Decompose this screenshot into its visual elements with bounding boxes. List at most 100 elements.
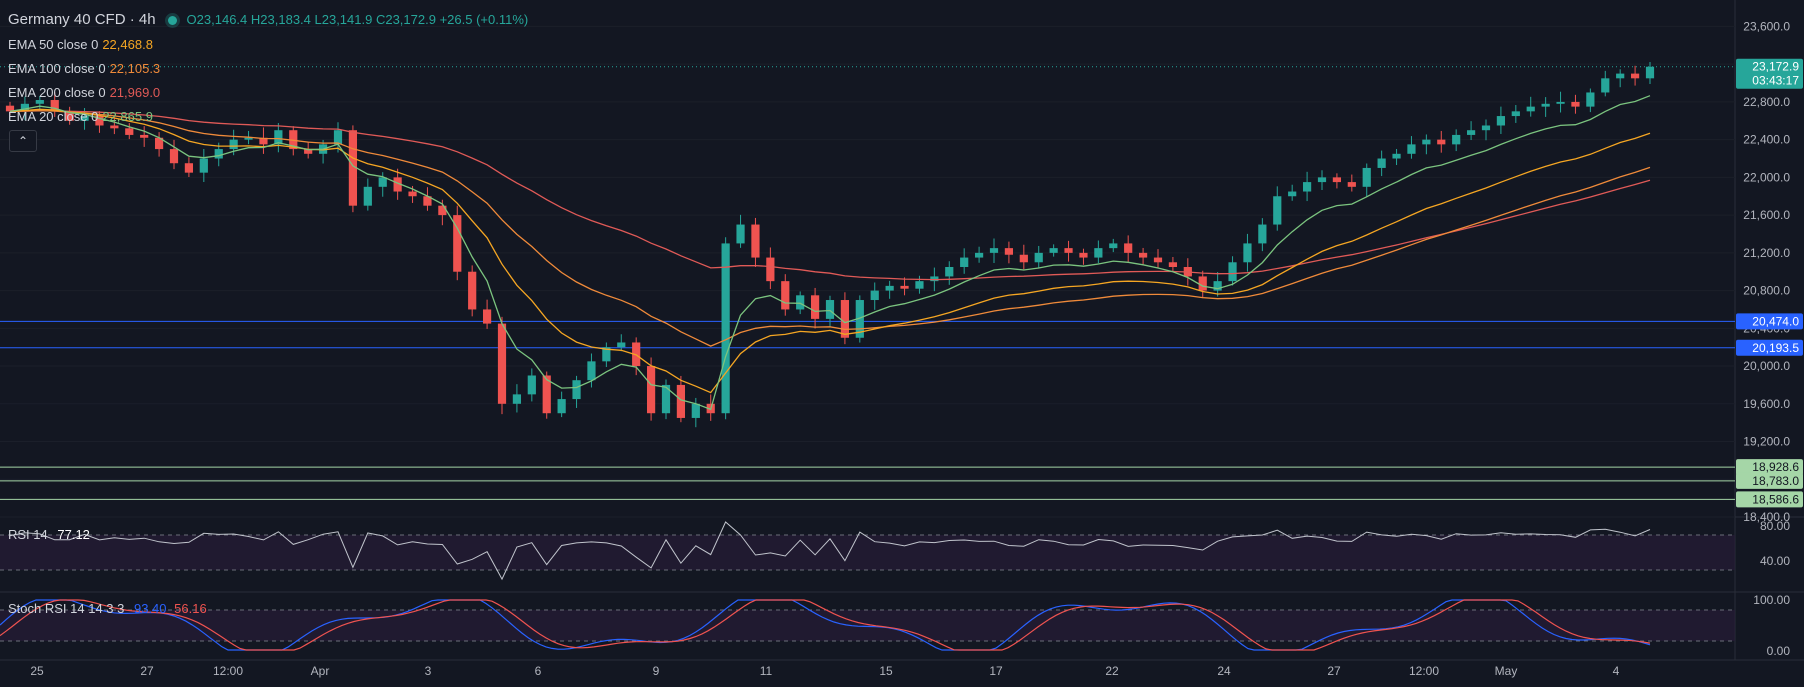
candle-body — [825, 300, 835, 319]
candle-body — [1094, 248, 1103, 258]
candle-body — [587, 361, 596, 381]
candle-body — [1317, 177, 1327, 183]
price-tick-label: 19,200.0 — [1743, 435, 1790, 449]
candle-body — [974, 252, 984, 258]
time-tick-label: 3 — [425, 664, 432, 678]
candle-body — [1511, 111, 1520, 117]
ohlc-values: O23,146.4 H23,183.4 L23,141.9 C23,172.9 … — [186, 12, 529, 27]
candle-body — [810, 295, 820, 319]
candle-body — [721, 243, 730, 414]
candle-body — [438, 205, 447, 216]
candle-body — [214, 149, 223, 159]
candle-body — [110, 125, 119, 129]
candle-body — [766, 257, 775, 282]
indicator-ema50[interactable]: EMA 50 close 0 22,468.8 — [8, 37, 153, 52]
candle-body — [661, 384, 671, 414]
candle-body — [1153, 257, 1163, 263]
candle-body — [1228, 262, 1237, 282]
price-tick-label: 22,800.0 — [1743, 95, 1790, 109]
indicator-ema200[interactable]: EMA 200 close 0 21,969.0 — [8, 85, 161, 100]
stoch-tick-label: 100.00 — [1753, 593, 1790, 607]
candle-body — [393, 177, 402, 192]
ema20-line — [9, 95, 1651, 411]
time-tick-label: 6 — [535, 664, 542, 678]
candle-body — [676, 384, 686, 418]
time-tick-label: 17 — [989, 664, 1003, 678]
price-tick-label: 21,600.0 — [1743, 208, 1790, 222]
candle-body — [572, 380, 581, 400]
candle-body — [527, 375, 536, 395]
candle-body — [363, 186, 372, 206]
stoch-band — [0, 610, 1735, 641]
candle-body — [900, 285, 909, 289]
price-tick-label: 19,600.0 — [1743, 397, 1790, 411]
candle-body — [497, 323, 507, 404]
candle-body — [482, 309, 492, 324]
candle-body — [184, 163, 194, 173]
candle-body — [1362, 167, 1371, 187]
candle-body — [1616, 73, 1625, 79]
candle-body — [930, 276, 939, 282]
candle-body — [378, 177, 387, 187]
price-tick-label: 20,800.0 — [1743, 284, 1790, 298]
time-tick-label: 12:00 — [213, 664, 243, 678]
candle-body — [1034, 252, 1043, 263]
rsi-tick-label: 40.00 — [1760, 554, 1790, 568]
candle-body — [1392, 153, 1401, 159]
candle-body — [1168, 262, 1178, 267]
candle-body — [1601, 78, 1610, 93]
candle-body — [557, 399, 566, 414]
candle-body — [154, 137, 164, 150]
level-price-label: 18,586.6 — [1752, 492, 1799, 506]
candle-body — [348, 130, 358, 206]
market-status-dot-icon — [167, 15, 177, 25]
candle-body — [1302, 182, 1312, 192]
candle-body — [199, 158, 208, 173]
candle-body — [1437, 139, 1446, 145]
candle-body — [960, 257, 969, 267]
candle-body — [1079, 252, 1088, 258]
candle-body — [1243, 243, 1252, 263]
candle-body — [1213, 281, 1222, 291]
price-tick-label: 18,400.0 — [1743, 510, 1790, 524]
candle-body — [796, 295, 805, 310]
symbol-title[interactable]: Germany 40 CFD · 4h — [8, 11, 156, 28]
indicator-ema100[interactable]: EMA 100 close 0 22,105.3 — [8, 61, 161, 76]
chevron-up-icon[interactable]: ⌃ — [9, 130, 37, 152]
rsi-band — [0, 535, 1735, 570]
candle-body — [125, 128, 134, 135]
price-tick-label: 20,000.0 — [1743, 359, 1790, 373]
candle-body — [542, 375, 551, 414]
candle-body — [20, 103, 30, 112]
candle-body — [781, 281, 790, 310]
time-tick-label: 27 — [140, 664, 154, 678]
candle-body — [1526, 106, 1535, 112]
candle-body — [1124, 243, 1133, 253]
candle-body — [333, 130, 343, 145]
candle-body — [274, 130, 283, 145]
indicator-ema20[interactable]: EMA 20 close 0 22,865.9 — [8, 109, 153, 124]
candle-body — [1064, 248, 1073, 253]
candle-body — [229, 139, 238, 150]
level-price-tag — [1736, 491, 1803, 508]
candle-body — [1138, 252, 1148, 258]
candle-body — [289, 130, 298, 150]
stoch-legend[interactable]: Stoch RSI 14 14 3 3 93.40 56.16 — [8, 601, 207, 616]
symbol-header: Germany 40 CFD · 4h O23,146.4 H23,183.4 L… — [8, 11, 528, 28]
candle-body — [169, 149, 179, 164]
rsi-legend[interactable]: RSI 14 77.12 — [8, 527, 90, 542]
countdown-label: 03:43:17 — [1752, 74, 1799, 88]
candle-body — [736, 224, 745, 244]
candle-body — [453, 215, 462, 272]
candle-body — [602, 347, 611, 362]
candle-body — [915, 281, 924, 289]
time-tick-label: 25 — [30, 664, 44, 678]
price-tick-label: 22,000.0 — [1743, 170, 1790, 184]
rsi-line — [9, 521, 1651, 581]
candle-body — [1004, 248, 1014, 255]
candle-body — [1452, 134, 1461, 145]
candle-body — [1347, 182, 1356, 187]
candle-body — [870, 290, 879, 301]
